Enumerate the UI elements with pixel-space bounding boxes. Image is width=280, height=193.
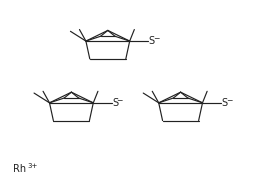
Text: S: S — [221, 98, 228, 108]
Text: S: S — [112, 98, 118, 108]
Text: 3+: 3+ — [28, 163, 38, 169]
Text: S: S — [149, 36, 155, 46]
Text: −: − — [116, 96, 123, 105]
Text: −: − — [226, 96, 232, 105]
Text: −: − — [153, 34, 159, 43]
Text: Rh: Rh — [13, 164, 26, 174]
